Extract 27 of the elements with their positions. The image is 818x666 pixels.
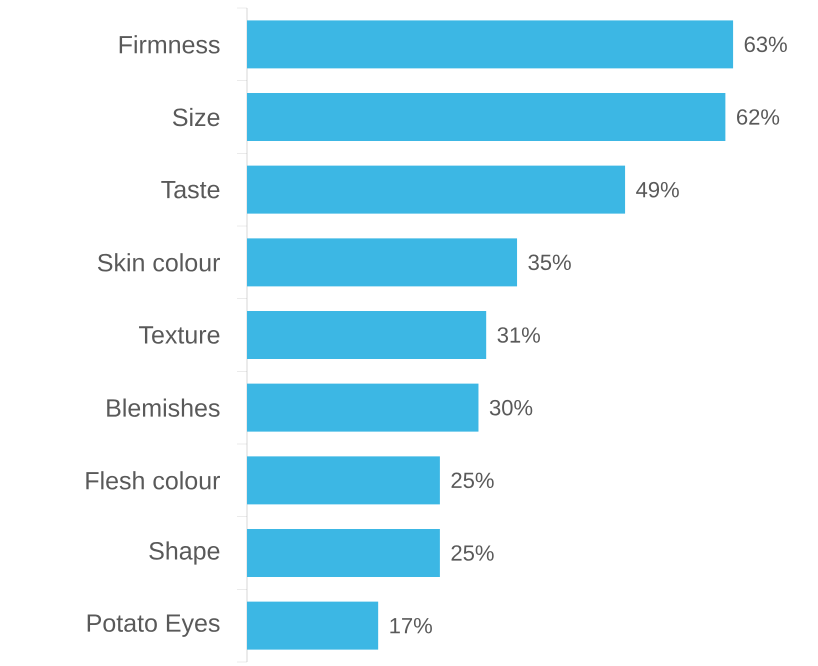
data-label: 31% [498,327,540,343]
y-tick-label: Size [172,108,220,126]
y-tick-label: Flesh colour [86,471,220,490]
data-label: 30% [490,400,532,416]
bar [247,166,626,214]
bar [247,384,478,432]
y-tick-label: Firmness [120,35,220,54]
y-tick-label: Texture [139,326,220,344]
bar [247,93,726,142]
bar [247,238,518,286]
data-label: 63% [744,36,787,52]
data-label: 17% [390,618,432,634]
y-tick-label: Potato Eyes [88,614,220,637]
data-label: 35% [528,254,571,270]
y-tick-label: Taste [161,180,220,198]
y-tick-label: Blemishes [107,398,220,417]
y-tick-label: Shape [149,541,220,565]
bar [247,311,486,360]
bar [247,456,440,504]
data-label: 49% [636,182,679,198]
y-tick-label: Skin colour [98,253,220,272]
data-label: 25% [452,472,494,488]
bar [247,20,734,68]
bar [247,529,440,578]
data-label: 62% [737,109,780,125]
bar [247,602,378,650]
data-label: 25% [452,545,494,561]
